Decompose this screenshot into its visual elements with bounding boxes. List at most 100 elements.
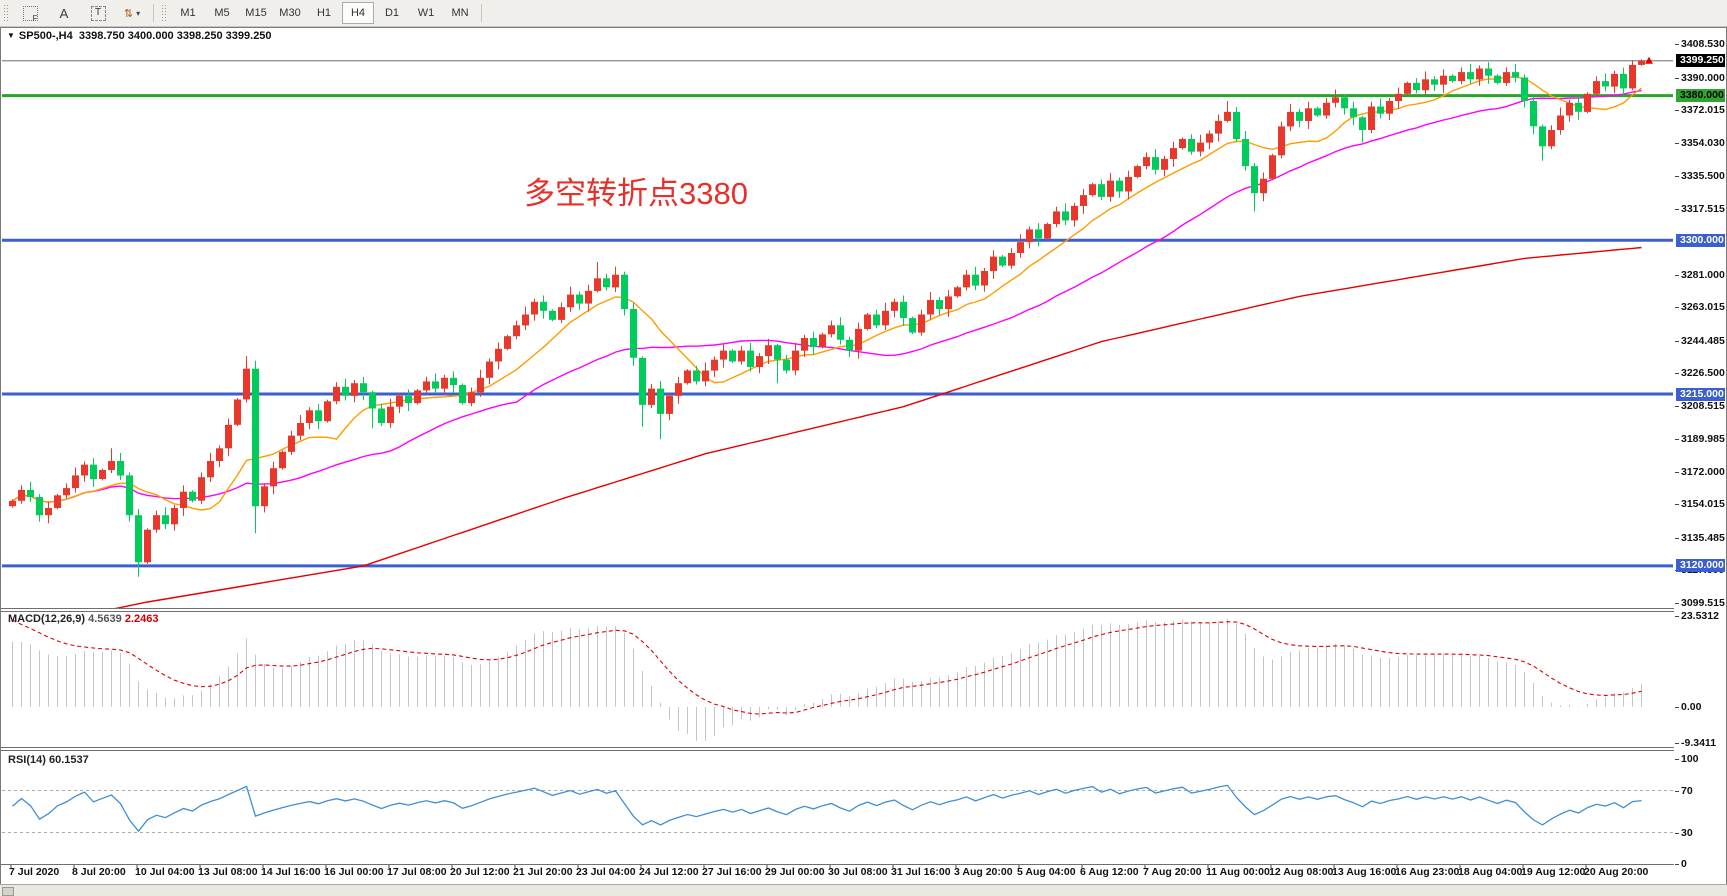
time-label-17: 6 Aug 12:00 xyxy=(1080,866,1139,878)
macd-scale-23.5312-dash xyxy=(1675,616,1679,617)
grid-frame-icon: F xyxy=(22,5,38,23)
macd-scale-23.5312: 23.5312 xyxy=(1681,610,1719,622)
chart-symbol-timeframe: SP500-,H4 xyxy=(18,30,73,42)
time-label-19: 11 Aug 00:00 xyxy=(1206,866,1270,878)
price-tick-3099.515-dash xyxy=(1675,602,1679,604)
price-tick-3172.000: 3172.000 xyxy=(1681,465,1725,478)
time-label-12: 29 Jul 00:00 xyxy=(765,866,825,878)
text-label-icon: A xyxy=(59,5,69,21)
chart-canvas[interactable] xyxy=(1,28,1674,883)
price-level-badge-3215.000: 3215.000 xyxy=(1676,387,1725,401)
symbol-dropdown-icon[interactable]: ▼ xyxy=(7,31,15,40)
timeframe-button-m30[interactable]: M30 xyxy=(279,7,301,19)
rsi-scale-100-dash xyxy=(1675,759,1679,760)
timeframe-button-m15[interactable]: M15 xyxy=(245,7,267,19)
price-tick-3390.000: 3390.000 xyxy=(1681,71,1725,84)
price-level-badge-3300.000: 3300.000 xyxy=(1676,233,1725,247)
time-label-24: 19 Aug 12:00 xyxy=(1521,866,1586,878)
timeframe-button-h4[interactable]: H4 xyxy=(342,2,374,24)
timeframe-button-m5[interactable]: M5 xyxy=(214,7,230,19)
price-level-badge-3380.000: 3380.000 xyxy=(1676,89,1725,103)
macd-indicator-label: MACD(12,26,9) 4.5639 2.2463 xyxy=(8,613,159,625)
timeframe-button-m1[interactable]: M1 xyxy=(180,7,196,19)
price-tick-3408.530-dash xyxy=(1675,44,1679,45)
price-tick-3208.515: 3208.515 xyxy=(1681,399,1725,412)
rsi-value: 60.1537 xyxy=(48,754,89,766)
rsi-scale-0-dash xyxy=(1675,864,1679,865)
rsi-indicator-label: RSI(14) 60.1537 xyxy=(8,754,89,766)
time-label-0: 7 Jul 2020 xyxy=(9,866,60,878)
rsi-scale-30-dash xyxy=(1675,832,1679,834)
price-tick-3408.530: 3408.530 xyxy=(1681,38,1725,50)
rsi-line xyxy=(12,784,1642,833)
price-tick-3390.000-dash xyxy=(1675,77,1679,79)
price-axis[interactable]: 3408.530 3390.000 3372.015 3354.030 3335.500… xyxy=(1675,28,1726,885)
arrow-objects-tool-button[interactable]: ⇅ ▾ xyxy=(116,2,148,24)
rsi-scale-70: 70 xyxy=(1681,784,1693,797)
price-tick-3263.015: 3263.015 xyxy=(1681,301,1725,314)
time-label-25: 20 Aug 20:00 xyxy=(1584,866,1649,878)
macd-histogram xyxy=(12,618,1642,741)
timeframe-button-h1[interactable]: H1 xyxy=(316,7,332,19)
timeframe-button-w1[interactable]: W1 xyxy=(417,7,435,19)
time-label-4: 14 Jul 16:00 xyxy=(261,866,321,878)
time-label-10: 24 Jul 12:00 xyxy=(639,866,699,878)
scroll-knob[interactable] xyxy=(2,887,14,896)
toolbar-separator-2 xyxy=(481,4,482,22)
timeframe-button-d1[interactable]: D1 xyxy=(384,7,400,19)
time-label-14: 31 Jul 16:00 xyxy=(891,866,951,878)
macd-scale--9.3411-dash xyxy=(1675,742,1679,744)
price-tick-3244.485-dash xyxy=(1675,340,1679,342)
price-tick-3172.000-dash xyxy=(1675,471,1679,473)
price-tick-3263.015-dash xyxy=(1675,307,1679,309)
toolbar-separator xyxy=(153,4,154,22)
text-box-tool-button[interactable]: T xyxy=(82,2,114,24)
price-tick-3372.015: 3372.015 xyxy=(1681,104,1725,117)
price-tick-3335.500-dash xyxy=(1675,176,1679,178)
time-label-11: 27 Jul 16:00 xyxy=(702,866,762,878)
price-tick-3226.500-dash xyxy=(1675,373,1679,375)
chart-annotation-text[interactable]: 多空转折点3380 xyxy=(524,176,748,211)
price-tick-3354.030: 3354.030 xyxy=(1681,136,1725,149)
time-label-18: 7 Aug 20:00 xyxy=(1143,866,1202,878)
grid-frame-tool-button[interactable]: F xyxy=(14,2,46,24)
price-tick-3281.000: 3281.000 xyxy=(1681,268,1725,281)
medium-ma-line xyxy=(12,89,1642,503)
price-tick-3317.515: 3317.515 xyxy=(1681,202,1725,215)
macd-scale-0.00-dash xyxy=(1675,706,1679,708)
price-tick-3335.500: 3335.500 xyxy=(1681,170,1725,183)
chart-window: ▼ SP500-,H4 3398.750 3400.000 3398.250 33… xyxy=(0,27,1727,886)
time-label-5: 16 Jul 00:00 xyxy=(324,866,384,878)
toolbar-grip-2[interactable] xyxy=(161,4,168,22)
rsi-scale-70-dash xyxy=(1675,790,1679,792)
price-tick-3189.985: 3189.985 xyxy=(1681,433,1725,446)
toolbar-grip[interactable] xyxy=(3,4,10,22)
price-tick-3154.015-dash xyxy=(1675,504,1679,506)
price-tick-3372.015-dash xyxy=(1675,110,1679,112)
status-bar xyxy=(0,884,1727,896)
rsi-scale-30: 30 xyxy=(1681,826,1693,839)
chart-title[interactable]: ▼ SP500-,H4 3398.750 3400.000 3398.250 33… xyxy=(7,30,272,42)
price-tick-3354.030-dash xyxy=(1675,142,1679,144)
toolbar: F A T ⇅ ▾ M1 M5 M15 M30 H1 H4 D1 W1 MN xyxy=(0,0,1727,27)
time-label-2: 10 Jul 04:00 xyxy=(135,866,195,878)
text-label-tool-button[interactable]: A xyxy=(48,2,80,24)
rsi-scale-0: 0 xyxy=(1681,858,1687,870)
timeframe-button-mn[interactable]: MN xyxy=(451,7,469,19)
macd-scale-0.00: 0.00 xyxy=(1681,700,1702,713)
time-label-23: 18 Aug 04:00 xyxy=(1458,866,1523,878)
rsi-scale-100: 100 xyxy=(1681,753,1699,765)
slow-ma-line xyxy=(114,246,1642,608)
price-tick-3135.485: 3135.485 xyxy=(1681,531,1725,544)
price-tick-3208.515-dash xyxy=(1675,405,1679,407)
macd-main-value: 4.5639 xyxy=(88,613,122,625)
time-label-22: 16 Aug 23:00 xyxy=(1395,866,1460,878)
price-tick-3317.515-dash xyxy=(1675,208,1679,210)
time-label-7: 20 Jul 12:00 xyxy=(450,866,510,878)
macd-scale--9.3411: -9.3411 xyxy=(1681,736,1717,749)
price-tick-3099.515: 3099.515 xyxy=(1681,596,1725,609)
time-label-6: 17 Jul 08:00 xyxy=(387,866,447,878)
price-tick-3226.500: 3226.500 xyxy=(1681,367,1725,380)
arrow-objects-icon: ⇅ xyxy=(123,7,134,20)
time-label-3: 13 Jul 08:00 xyxy=(198,866,258,878)
